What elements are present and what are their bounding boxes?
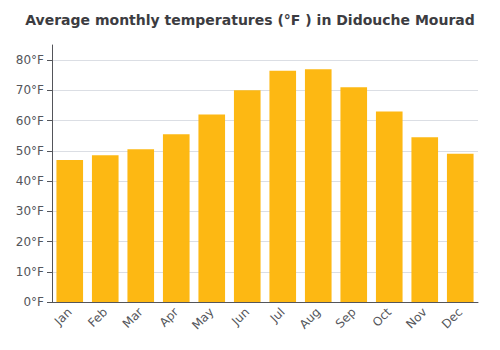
- svg-text:70°F: 70°F: [16, 83, 44, 97]
- svg-text:30°F: 30°F: [16, 204, 44, 218]
- svg-text:0°F: 0°F: [23, 295, 44, 309]
- svg-text:Mar: Mar: [120, 305, 146, 331]
- svg-text:Aug: Aug: [297, 305, 323, 331]
- svg-text:Nov: Nov: [403, 305, 429, 331]
- svg-text:Feb: Feb: [85, 305, 110, 330]
- svg-text:Dec: Dec: [439, 305, 465, 331]
- svg-text:Jul: Jul: [267, 305, 288, 326]
- svg-text:Sep: Sep: [333, 305, 359, 331]
- svg-text:50°F: 50°F: [16, 144, 44, 158]
- svg-text:20°F: 20°F: [16, 235, 44, 249]
- svg-text:Oct: Oct: [370, 305, 395, 330]
- svg-text:Apr: Apr: [157, 305, 182, 330]
- svg-text:80°F: 80°F: [16, 53, 44, 67]
- svg-text:40°F: 40°F: [16, 174, 44, 188]
- svg-text:Jun: Jun: [228, 305, 252, 329]
- svg-text:10°F: 10°F: [16, 265, 44, 279]
- svg-text:May: May: [189, 305, 216, 332]
- svg-text:60°F: 60°F: [16, 114, 44, 128]
- svg-text:Jan: Jan: [51, 305, 75, 329]
- svg-text:Average monthly temperatures (: Average monthly temperatures (°F ) in Di…: [25, 12, 475, 28]
